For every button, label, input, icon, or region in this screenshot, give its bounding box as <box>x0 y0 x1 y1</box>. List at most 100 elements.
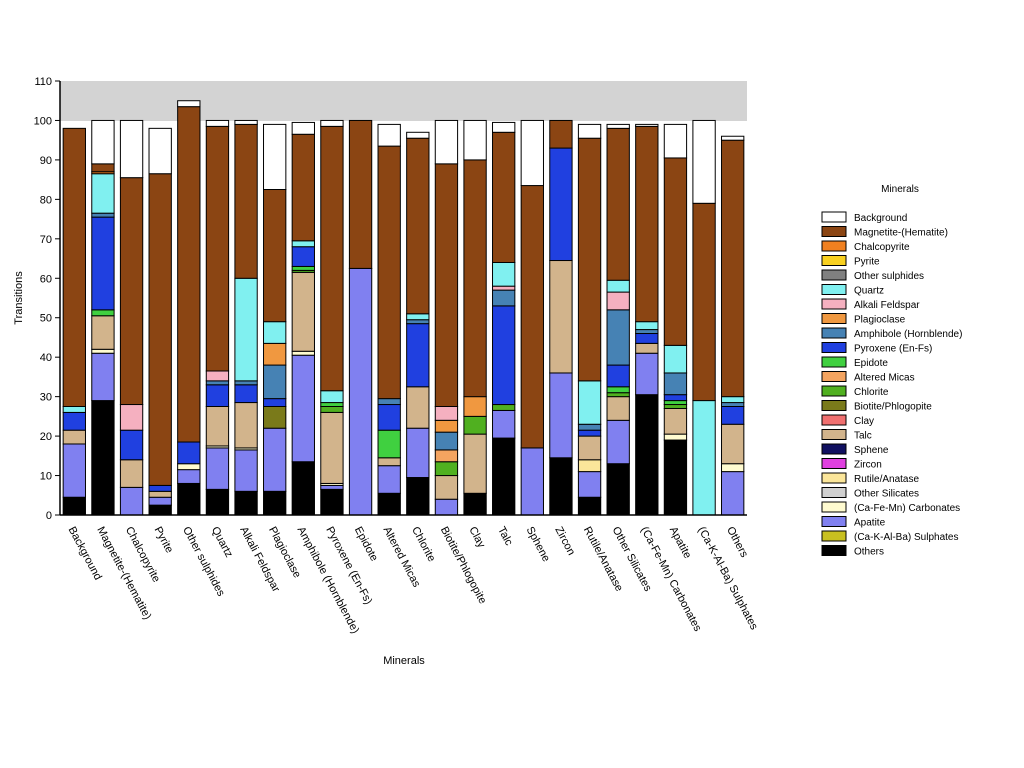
bar-segment-other-silicates-amphibole-hornblende <box>606 309 630 366</box>
bar-segment-clay-plagioclase <box>463 396 487 417</box>
bar-segment-rutile-anatase-amphibole-hornblende <box>577 423 602 431</box>
bar-segment-quartz-pyroxene-en-fs <box>205 384 230 407</box>
bar-segment-plagioclase-amphibole-hornblende <box>263 364 287 400</box>
y-axis-label: Transitions <box>13 271 25 325</box>
bar-segment-magnetite-hematite-epidote <box>91 309 115 317</box>
y-tick-label: 50 <box>40 313 52 325</box>
bar-segment-apatite-others <box>663 439 688 516</box>
bar-segment-other-sulphides-magnetite-hematite <box>177 106 201 443</box>
bar-segment-talc-chlorite <box>492 404 516 411</box>
bar-segment-clay-chlorite <box>463 415 487 435</box>
bar-segment-other-sulphides-others <box>177 482 201 516</box>
bar-segment-background-apatite <box>62 443 86 498</box>
bar-segment-apatite-quartz <box>663 344 688 374</box>
bar-segment-pyroxene-en-fs-others <box>320 488 344 516</box>
legend-label-ca-fe-mn-carbonates: (Ca-Fe-Mn) Carbonates <box>854 503 960 514</box>
x-axis-label: Minerals <box>383 655 425 667</box>
bar-segment-background-talc <box>62 429 86 445</box>
legend: Minerals Background Magnetite-(Hematite) C… <box>821 184 962 558</box>
bar-segment-alkali-feldspar-pyroxene-en-fs <box>234 384 258 404</box>
legend-label-pyroxene-en-fs: Pyroxene (En-Fs) <box>854 344 932 355</box>
bar-segment-sphene-background <box>520 119 544 187</box>
bar-segment-other-sulphides-background <box>177 100 201 108</box>
bar-segment-ca-fe-mn-carbonates-quartz <box>635 321 659 331</box>
legend-swatch-chlorite <box>821 385 847 397</box>
bar-segment-other-silicates-background <box>606 123 630 129</box>
bar-segment-magnetite-hematite-pyroxene-en-fs <box>91 216 115 311</box>
bar-segment-amphibole-hornblende-talc <box>291 271 315 352</box>
bar-segment-zircon-pyroxene-en-fs <box>549 147 573 262</box>
bar-segment-others-background <box>721 135 745 141</box>
bar-segment-pyrite-pyroxene-en-fs <box>148 484 172 492</box>
bar-segment-other-sulphides-apatite <box>177 469 201 484</box>
bar-segment-altered-micas-epidote <box>377 429 401 459</box>
bar-segment-biotite-phlogopite-magnetite-hematite <box>434 163 459 407</box>
legend-swatch-pyroxene-en-fs <box>821 342 847 353</box>
legend-swatch-epidote <box>821 356 847 368</box>
legend-label-background: Background <box>854 213 907 224</box>
legend-label-ca-k-al-ba-sulphates: (Ca-K-Al-Ba) Sulphates <box>854 532 958 543</box>
y-tick-label: 110 <box>34 76 52 88</box>
legend-swatch-other-sulphides <box>821 269 847 281</box>
bar-segment-biotite-phlogopite-background <box>434 119 459 165</box>
bar-segment-others-magnetite-hematite <box>721 139 745 398</box>
bar-segment-background-magnetite-hematite <box>62 127 86 407</box>
bar-segment-alkali-feldspar-quartz <box>234 277 258 382</box>
bar-segment-chlorite-pyroxene-en-fs <box>406 323 430 388</box>
bar-segment-magnetite-hematite-magnetite-hematite <box>91 163 115 173</box>
bar-segment-quartz-alkali-feldspar <box>205 370 230 382</box>
bar-segment-ca-fe-mn-carbonates-background <box>635 123 659 127</box>
bar-segment-others-apatite <box>721 471 745 516</box>
bar-segment-pyrite-others <box>148 504 172 516</box>
bar-segment-talc-amphibole-hornblende <box>492 289 516 307</box>
bar-segment-apatite-chlorite <box>663 404 688 409</box>
bar-segment-others-quartz <box>721 396 745 404</box>
bar-segment-amphibole-hornblende-ca-fe-mn-carbonates <box>291 350 315 356</box>
legend-label-talc: Talc <box>854 431 872 442</box>
x-tick-label-clay: Clay <box>466 525 487 551</box>
legend-label-other-silicates: Other Silicates <box>854 489 919 500</box>
legend-swatch-other-silicates <box>821 487 847 498</box>
legend-label-quartz: Quartz <box>854 286 884 297</box>
legend-swatch-ca-k-al-ba-sulphates <box>821 530 847 542</box>
bar-segment-plagioclase-magnetite-hematite <box>263 189 287 323</box>
bar-segment-background-pyroxene-en-fs <box>62 411 86 431</box>
bar-segment-altered-micas-others <box>377 492 401 516</box>
bar-segment-biotite-phlogopite-alkali-feldspar <box>434 406 459 421</box>
bar-segment-clay-background <box>463 119 487 161</box>
bar-segment-ca-fe-mn-carbonates-pyroxene-en-fs <box>635 333 659 344</box>
bar-segment-plagioclase-apatite <box>263 427 287 492</box>
bar-segment-rutile-anatase-others <box>577 496 602 516</box>
x-tick-label-talc: Talc <box>495 525 515 548</box>
legend-label-clay: Clay <box>854 416 874 427</box>
bar-segment-magnetite-hematite-background <box>91 119 115 165</box>
y-tick-label: 90 <box>40 155 52 167</box>
legend-swatch-apatite <box>821 516 847 527</box>
x-tick-label-ca-k-al-ba-sulphates: (Ca-K-Al-Ba) Sulphates <box>695 525 760 633</box>
bar-segment-plagioclase-quartz <box>263 321 287 344</box>
bar-segment-ca-fe-mn-carbonates-talc <box>635 342 659 354</box>
bar-segment-sphene-apatite <box>520 447 544 516</box>
bar-segment-rutile-anatase-apatite <box>577 471 602 498</box>
legend-swatch-rutile-anatase <box>821 472 847 484</box>
legend-swatch-biotite-phlogopite <box>821 400 847 411</box>
bar-segment-chalcopyrite-background <box>119 119 144 179</box>
bar-segment-others-talc <box>721 423 745 465</box>
legend-swatch-altered-micas <box>821 371 847 382</box>
bar-segment-other-silicates-others <box>606 463 630 516</box>
bar-segment-biotite-phlogopite-talc <box>434 475 459 500</box>
bar-segment-alkali-feldspar-talc <box>234 402 258 449</box>
bar-segment-altered-micas-background <box>377 123 401 147</box>
bar-segment-magnetite-hematite-apatite <box>91 352 115 402</box>
bar-segment-plagioclase-background <box>263 123 287 190</box>
bar-segment-apatite-amphibole-hornblende <box>663 372 688 396</box>
legend-label-others: Others <box>854 547 884 558</box>
bar-segment-other-silicates-chlorite <box>606 392 630 398</box>
bar-segment-pyroxene-en-fs-chlorite <box>320 406 344 413</box>
bar-segment-chlorite-background <box>406 131 430 139</box>
y-tick-label: 100 <box>34 115 52 127</box>
bar-segment-magnetite-hematite-ca-fe-mn-carbonates <box>91 348 115 354</box>
legend-title: Minerals <box>881 184 919 195</box>
bar-segment-rutile-anatase-quartz <box>577 380 602 425</box>
bar-segment-biotite-phlogopite-chlorite <box>434 461 459 477</box>
